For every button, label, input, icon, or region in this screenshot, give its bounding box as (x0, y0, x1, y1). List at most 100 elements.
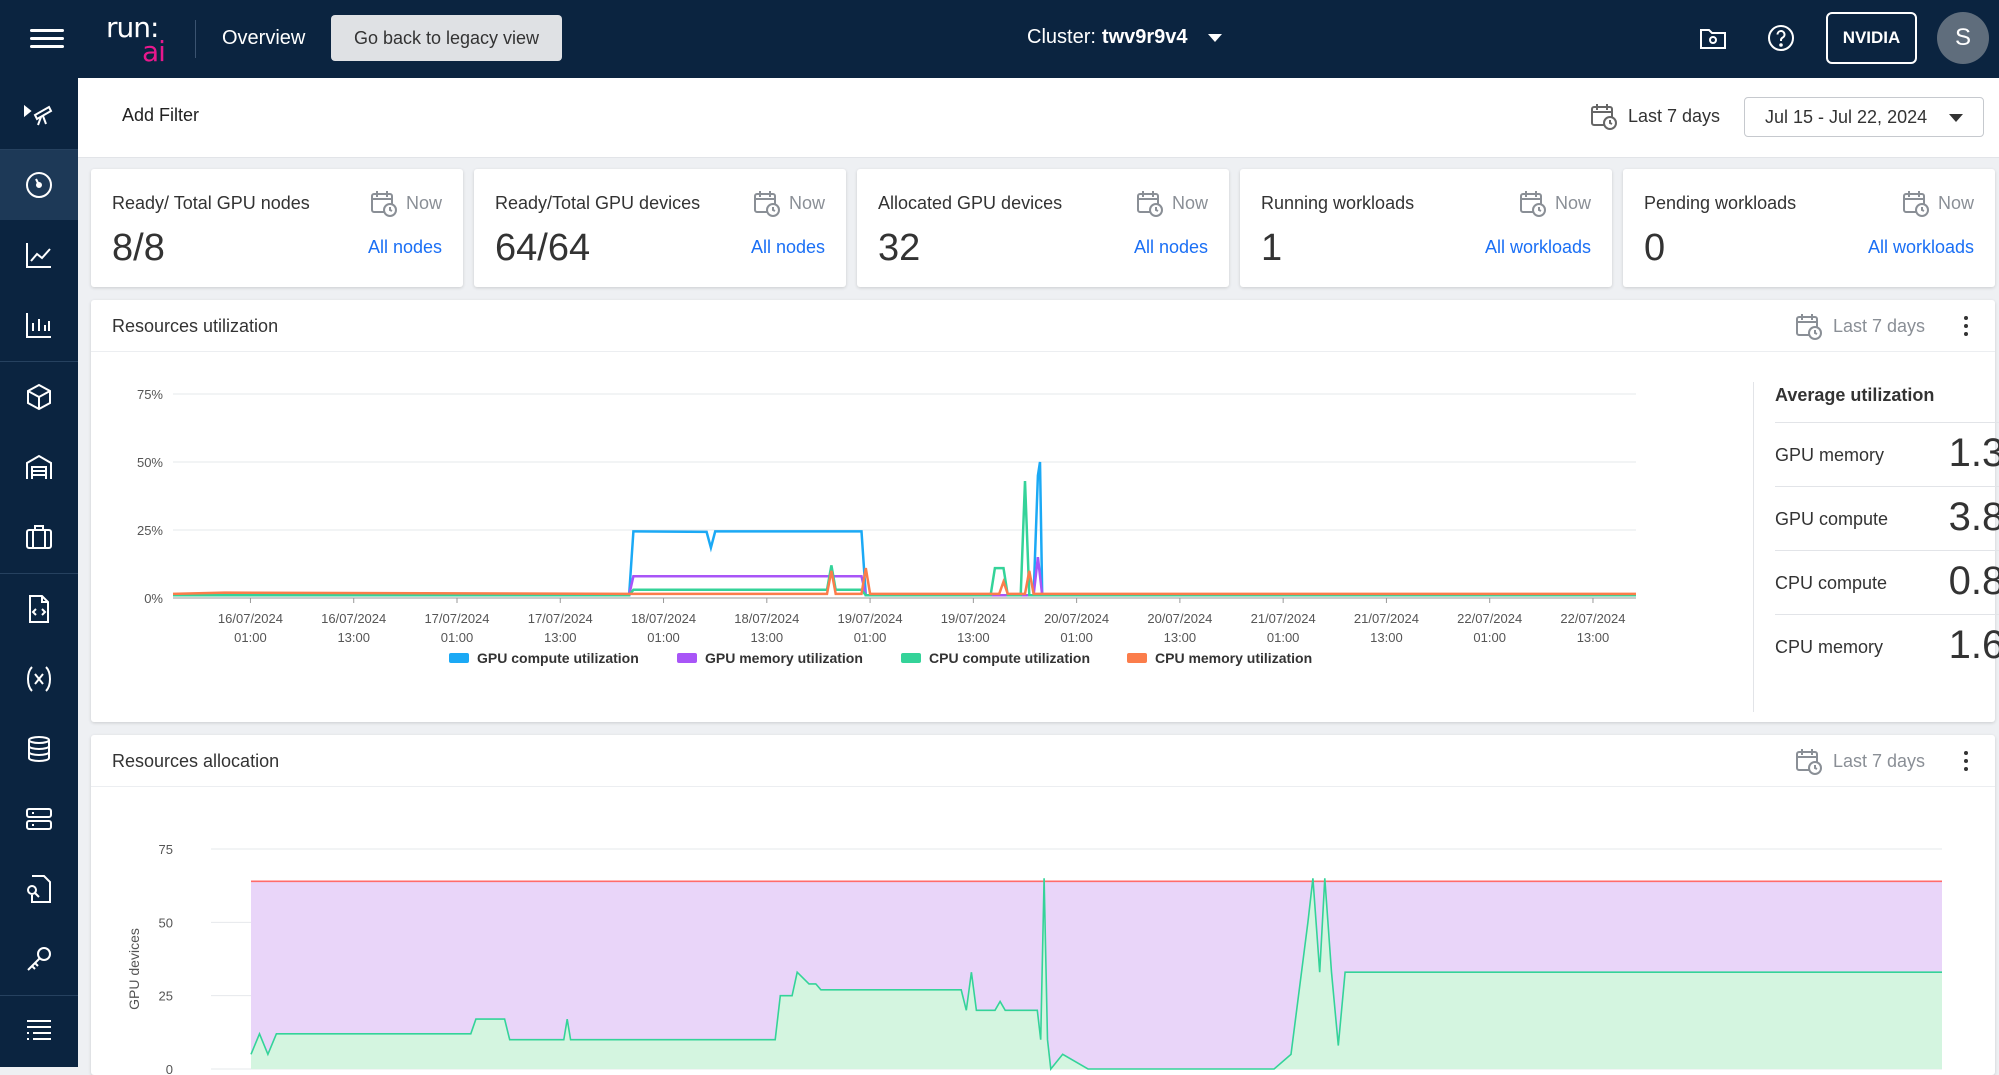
more-options-icon[interactable] (1963, 751, 1969, 773)
tenant-button[interactable]: NVIDIA (1826, 12, 1917, 64)
folder-settings-icon[interactable] (1697, 22, 1729, 54)
cube-icon (27, 383, 51, 411)
kpi-link[interactable]: All workloads (1484, 237, 1591, 257)
panel-header: Resources allocation Last 7 days (91, 735, 1995, 787)
date-range-select[interactable]: Jul 15 - Jul 22, 2024 (1744, 97, 1984, 137)
kpi-link[interactable]: All workloads (1867, 237, 1974, 257)
dashboard-icon (26, 172, 52, 198)
sidebar-item-variables[interactable] (0, 644, 78, 714)
kpi-link[interactable]: All nodes (750, 237, 825, 257)
average-value: 0.86% (1948, 559, 1999, 603)
kpi-value: 1 (1261, 227, 1283, 269)
x-tick-date: 18/07/2024 (631, 611, 696, 626)
kpi-card: Pending workloads Now 0 All workloads (1623, 169, 1995, 287)
average-row: GPU memory 1.31% (1775, 422, 1999, 486)
series-line-2 (173, 480, 1636, 597)
kpi-value: 32 (878, 227, 921, 269)
menu-icon[interactable] (30, 24, 64, 54)
warehouse-icon (26, 454, 52, 479)
panel-title: Resources allocation (112, 751, 280, 771)
logo-text-bottom: ai (142, 35, 166, 68)
average-name: CPU memory (1775, 637, 1884, 657)
legend-label: GPU memory utilization (705, 650, 863, 666)
calendar-clock-icon (370, 191, 397, 217)
kpi-time: Now (370, 189, 442, 217)
kpi-value: 64/64 (495, 227, 591, 269)
sidebar-item-departments[interactable] (0, 432, 78, 502)
allocation-panel: Resources allocation Last 7 days 75 50 25 0… (91, 735, 1995, 1075)
x-tick-date: 17/07/2024 (424, 611, 489, 626)
sidebar-item-reports[interactable] (0, 290, 78, 360)
add-filter-button[interactable]: Add Filter (122, 105, 200, 125)
calendar-clock-icon (1795, 749, 1822, 775)
kpi-time-text: Now (405, 192, 442, 213)
x-tick-date: 18/07/2024 (734, 611, 799, 626)
x-tick-date: 19/07/2024 (838, 611, 903, 626)
cluster-selector[interactable]: Cluster: twv9r9v4 (1027, 26, 1222, 49)
average-row: GPU compute 3.81% (1775, 486, 1999, 550)
y-tick-label: 50% (137, 455, 163, 470)
help-icon[interactable] (1765, 22, 1797, 54)
date-range-label: Last 7 days (1590, 102, 1720, 130)
kpi-title: Allocated GPU devices (878, 193, 1063, 213)
cluster-name: twv9r9v4 (1101, 26, 1188, 48)
more-options-icon[interactable] (1963, 316, 1969, 338)
y-tick-label: 75% (137, 387, 163, 402)
avatar[interactable]: S (1937, 12, 1989, 64)
logo-text-top: run: (106, 11, 159, 44)
x-tick-time: 13:00 (1370, 630, 1403, 645)
sidebar-item-workloads[interactable] (0, 362, 78, 432)
divider (0, 149, 78, 150)
sidebar (0, 78, 78, 1067)
legacy-view-button[interactable]: Go back to legacy view (331, 15, 562, 61)
date-range-value: Jul 15 - Jul 22, 2024 (1765, 106, 1928, 127)
panel-range-text: Last 7 days (1832, 315, 1925, 336)
x-tick-time: 01:00 (854, 630, 887, 645)
sidebar-item-credentials[interactable] (0, 854, 78, 924)
list-icon (27, 1020, 51, 1040)
kpi-time-text: Now (1554, 192, 1591, 213)
x-tick-date: 22/07/2024 (1457, 611, 1522, 626)
bar-chart-icon (26, 313, 51, 338)
x-tick-date: 21/07/2024 (1354, 611, 1419, 626)
kpi-time: Now (1136, 189, 1208, 217)
sidebar-item-access-keys[interactable] (0, 924, 78, 994)
panel-range: Last 7 days (1795, 312, 1925, 340)
logo: run: ai (106, 10, 176, 66)
kpi-card: Ready/Total GPU devices Now 64/64 All nodes (474, 169, 846, 287)
average-value: 1.31% (1948, 431, 1999, 475)
x-tick-time: 13:00 (751, 630, 784, 645)
x-tick-time: 13:00 (1577, 630, 1610, 645)
x-tick-time: 01:00 (1060, 630, 1093, 645)
legend-label: CPU compute utilization (929, 650, 1090, 666)
average-name: GPU memory (1775, 445, 1885, 465)
kpi-link[interactable]: All nodes (367, 237, 442, 257)
sidebar-item-templates[interactable] (0, 574, 78, 644)
y-tick-label: 0 (166, 1062, 173, 1075)
chevron-down-icon (1949, 114, 1963, 122)
x-tick-time: 13:00 (337, 630, 370, 645)
database-icon (28, 736, 50, 763)
kpi-link[interactable]: All nodes (1133, 237, 1208, 257)
y-tick-label: 25 (159, 989, 173, 1004)
x-tick-time: 01:00 (441, 630, 474, 645)
x-tick-date: 20/07/2024 (1147, 611, 1212, 626)
sidebar-item-audit-log[interactable] (0, 996, 78, 1066)
x-tick-date: 19/07/2024 (941, 611, 1006, 626)
kpi-title: Ready/ Total GPU nodes (112, 193, 310, 213)
sidebar-item-overview[interactable] (0, 150, 78, 220)
sidebar-item-telescope[interactable] (0, 78, 78, 148)
sidebar-item-analytics[interactable] (0, 220, 78, 290)
sidebar-item-projects[interactable] (0, 502, 78, 572)
calendar-clock-icon (1902, 191, 1929, 217)
kpi-title: Running workloads (1261, 193, 1415, 213)
x-tick-time: 13:00 (957, 630, 990, 645)
divider (1753, 382, 1754, 712)
legend-swatch (901, 653, 921, 663)
sidebar-item-nodes[interactable] (0, 784, 78, 854)
legend-label: CPU memory utilization (1155, 650, 1312, 666)
key-icon (27, 947, 51, 971)
kpi-card: Allocated GPU devices Now 32 All nodes (857, 169, 1229, 287)
sidebar-item-data-sources[interactable] (0, 714, 78, 784)
kpi-time: Now (1519, 189, 1591, 217)
